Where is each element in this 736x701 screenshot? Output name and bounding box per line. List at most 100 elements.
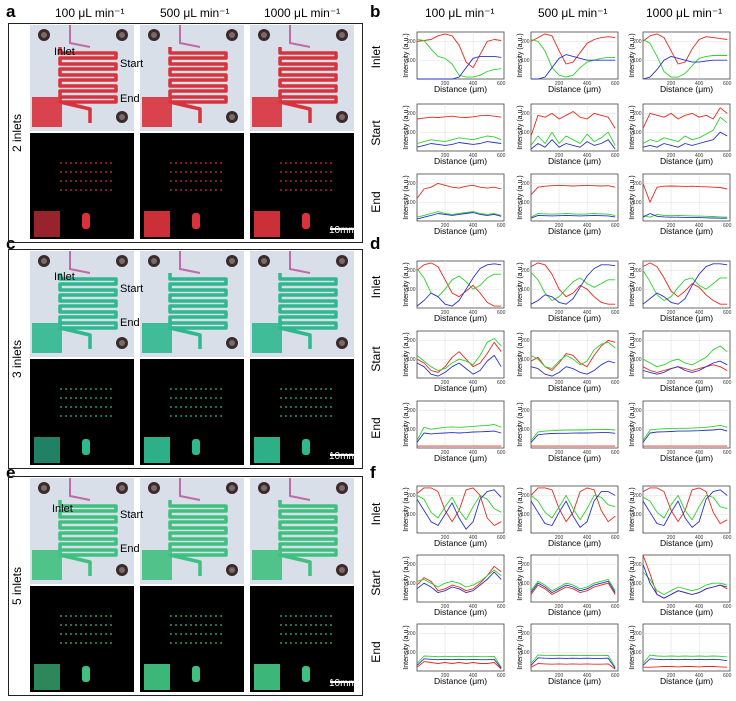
x-tick-d-start-3: 400 [695, 380, 704, 386]
series-line-blue-d-end-1 [416, 430, 502, 443]
y-tick-f-start-3: 100 [633, 581, 642, 587]
x-axis-label-f-end-1: Distance (μm) [434, 676, 487, 686]
series-line-blue-f-start-2 [530, 580, 616, 594]
device-photo-2-inlets-col-3 [250, 25, 354, 131]
x-tick-f-inlet-3: 200 [667, 535, 676, 541]
panel-letter-e: e [6, 463, 16, 482]
y-axis-label-b-end-2: Intensity (a.u.) [517, 175, 524, 219]
fluorescence-image-5-inlets-col-2 [140, 586, 244, 692]
x-tick-f-end-1: 600 [497, 673, 506, 679]
y-tick-f-start-3: 200 [633, 562, 642, 568]
series-line-red-d-start-1 [416, 341, 502, 373]
scale-bar-2 [330, 228, 356, 230]
y-tick-f-inlet-2: 100 [521, 512, 530, 518]
fluorescence-image-2-inlets-col-2 [140, 133, 244, 239]
x-tick-f-end-3: 200 [667, 673, 676, 679]
y-axis-label-f-start-3: Intensity (a.u.) [629, 556, 636, 600]
x-tick-b-inlet-1: 600 [497, 81, 506, 87]
y-axis-label-d-inlet-3: Intensity (a.u.) [629, 262, 636, 306]
y-tick-d-start-3: 100 [633, 357, 642, 363]
plot-frame-d-end-3 [642, 400, 731, 449]
x-tick-d-inlet-2: 600 [611, 310, 620, 316]
series-line-blue-f-inlet-2 [530, 491, 616, 528]
y-axis-label-b-inlet-2: Intensity (a.u.) [517, 33, 524, 77]
x-tick-b-end-2: 600 [611, 223, 620, 229]
scale-label-3: 10mm [329, 451, 357, 462]
series-line-red-d-inlet-3 [642, 262, 728, 305]
x-tick-b-inlet-1: 200 [441, 81, 450, 87]
plot-frame-d-end-1 [416, 400, 505, 449]
x-tick-b-start-3: 200 [667, 153, 676, 159]
x-tick-d-end-3: 400 [695, 450, 704, 456]
y-tick-b-end-1: 200 [407, 181, 416, 187]
x-tick-f-start-2: 200 [555, 604, 564, 610]
x-tick-f-start-3: 600 [723, 604, 732, 610]
y-tick-d-end-2: 100 [521, 427, 530, 433]
series-line-blue-f-start-1 [416, 571, 502, 594]
photo-label-start-5: Start [120, 509, 144, 521]
y-tick-b-end-2: 100 [521, 200, 530, 206]
y-axis-label-b-start-3: Intensity (a.u.) [629, 105, 636, 149]
x-tick-b-start-2: 200 [555, 153, 564, 159]
series-line-blue-d-end-2 [530, 432, 616, 443]
series-line-blue-d-inlet-2 [530, 264, 616, 305]
fluorescence-image-3-inlets-col-3 [250, 359, 354, 465]
series-line-blue-b-inlet-2 [531, 54, 616, 80]
x-tick-b-inlet-2: 600 [611, 81, 620, 87]
y-axis-label-d-inlet-2: Intensity (a.u.) [517, 262, 524, 306]
x-axis-label-b-inlet-1: Distance (μm) [434, 84, 487, 94]
plot-frame-b-inlet-2 [530, 31, 619, 80]
plot-frame-b-start-2 [530, 103, 619, 152]
plot-frame-d-inlet-3 [642, 260, 731, 309]
series-line-blue-d-inlet-3 [642, 263, 728, 305]
plot-frame-f-end-1 [416, 623, 505, 672]
x-tick-d-inlet-3: 400 [695, 310, 704, 316]
plot-frame-b-inlet-1 [416, 31, 505, 80]
photo-label-end-5: End [120, 543, 140, 555]
x-tick-d-start-3: 600 [723, 380, 732, 386]
y-tick-b-start-3: 100 [633, 130, 642, 136]
series-line-green-f-end-3 [642, 654, 728, 664]
series-line-green-b-inlet-3 [642, 39, 728, 78]
series-line-blue-f-inlet-3 [642, 489, 728, 528]
series-line-green-b-start-3 [642, 116, 728, 144]
y-axis-label-f-inlet-3: Intensity (a.u.) [629, 487, 636, 531]
x-tick-d-start-1: 400 [469, 380, 478, 386]
plot-frame-f-start-1 [416, 554, 505, 603]
x-tick-f-start-3: 200 [667, 604, 676, 610]
series-line-red-b-end-3 [642, 183, 728, 203]
x-tick-d-end-3: 600 [723, 450, 732, 456]
series-line-blue-f-start-3 [642, 564, 728, 599]
y-tick-f-end-2: 100 [521, 650, 530, 656]
y-axis-label-f-end-1: Intensity (a.u.) [403, 625, 410, 669]
series-line-blue-f-end-1 [416, 658, 502, 669]
x-axis-label-d-start-3: Distance (μm) [660, 383, 713, 393]
x-axis-label-b-end-2: Distance (μm) [548, 226, 601, 236]
x-axis-label-f-inlet-3: Distance (μm) [660, 538, 713, 548]
y-tick-d-end-2: 200 [521, 408, 530, 414]
x-axis-label-d-end-3: Distance (μm) [660, 453, 713, 463]
x-tick-f-start-2: 600 [611, 604, 620, 610]
x-axis-label-d-inlet-2: Distance (μm) [548, 313, 601, 323]
y-axis-label-d-end-1: Intensity (a.u.) [403, 402, 410, 446]
series-line-red-f-inlet-2 [530, 487, 616, 523]
x-tick-f-end-2: 200 [555, 673, 564, 679]
y-tick-d-inlet-3: 100 [633, 287, 642, 293]
x-tick-f-start-3: 400 [695, 604, 704, 610]
device-photo-5-inlets-col-3 [250, 478, 354, 584]
y-tick-b-inlet-1: 100 [407, 58, 416, 64]
x-tick-f-inlet-1: 400 [469, 535, 478, 541]
x-tick-f-start-2: 400 [583, 604, 592, 610]
x-axis-label-d-inlet-3: Distance (μm) [660, 313, 713, 323]
series-line-green-d-inlet-3 [642, 270, 728, 301]
series-line-green-f-inlet-1 [416, 494, 502, 521]
series-line-green-d-end-3 [642, 424, 728, 441]
x-axis-label-b-end-3: Distance (μm) [660, 226, 713, 236]
series-line-green-f-start-3 [642, 571, 728, 595]
x-axis-label-d-end-2: Distance (μm) [548, 453, 601, 463]
photo-label-inlet-3: Inlet [54, 271, 75, 283]
y-tick-b-end-3: 200 [633, 181, 642, 187]
series-line-blue-d-start-2 [530, 360, 616, 377]
x-axis-label-b-inlet-2: Distance (μm) [548, 84, 601, 94]
